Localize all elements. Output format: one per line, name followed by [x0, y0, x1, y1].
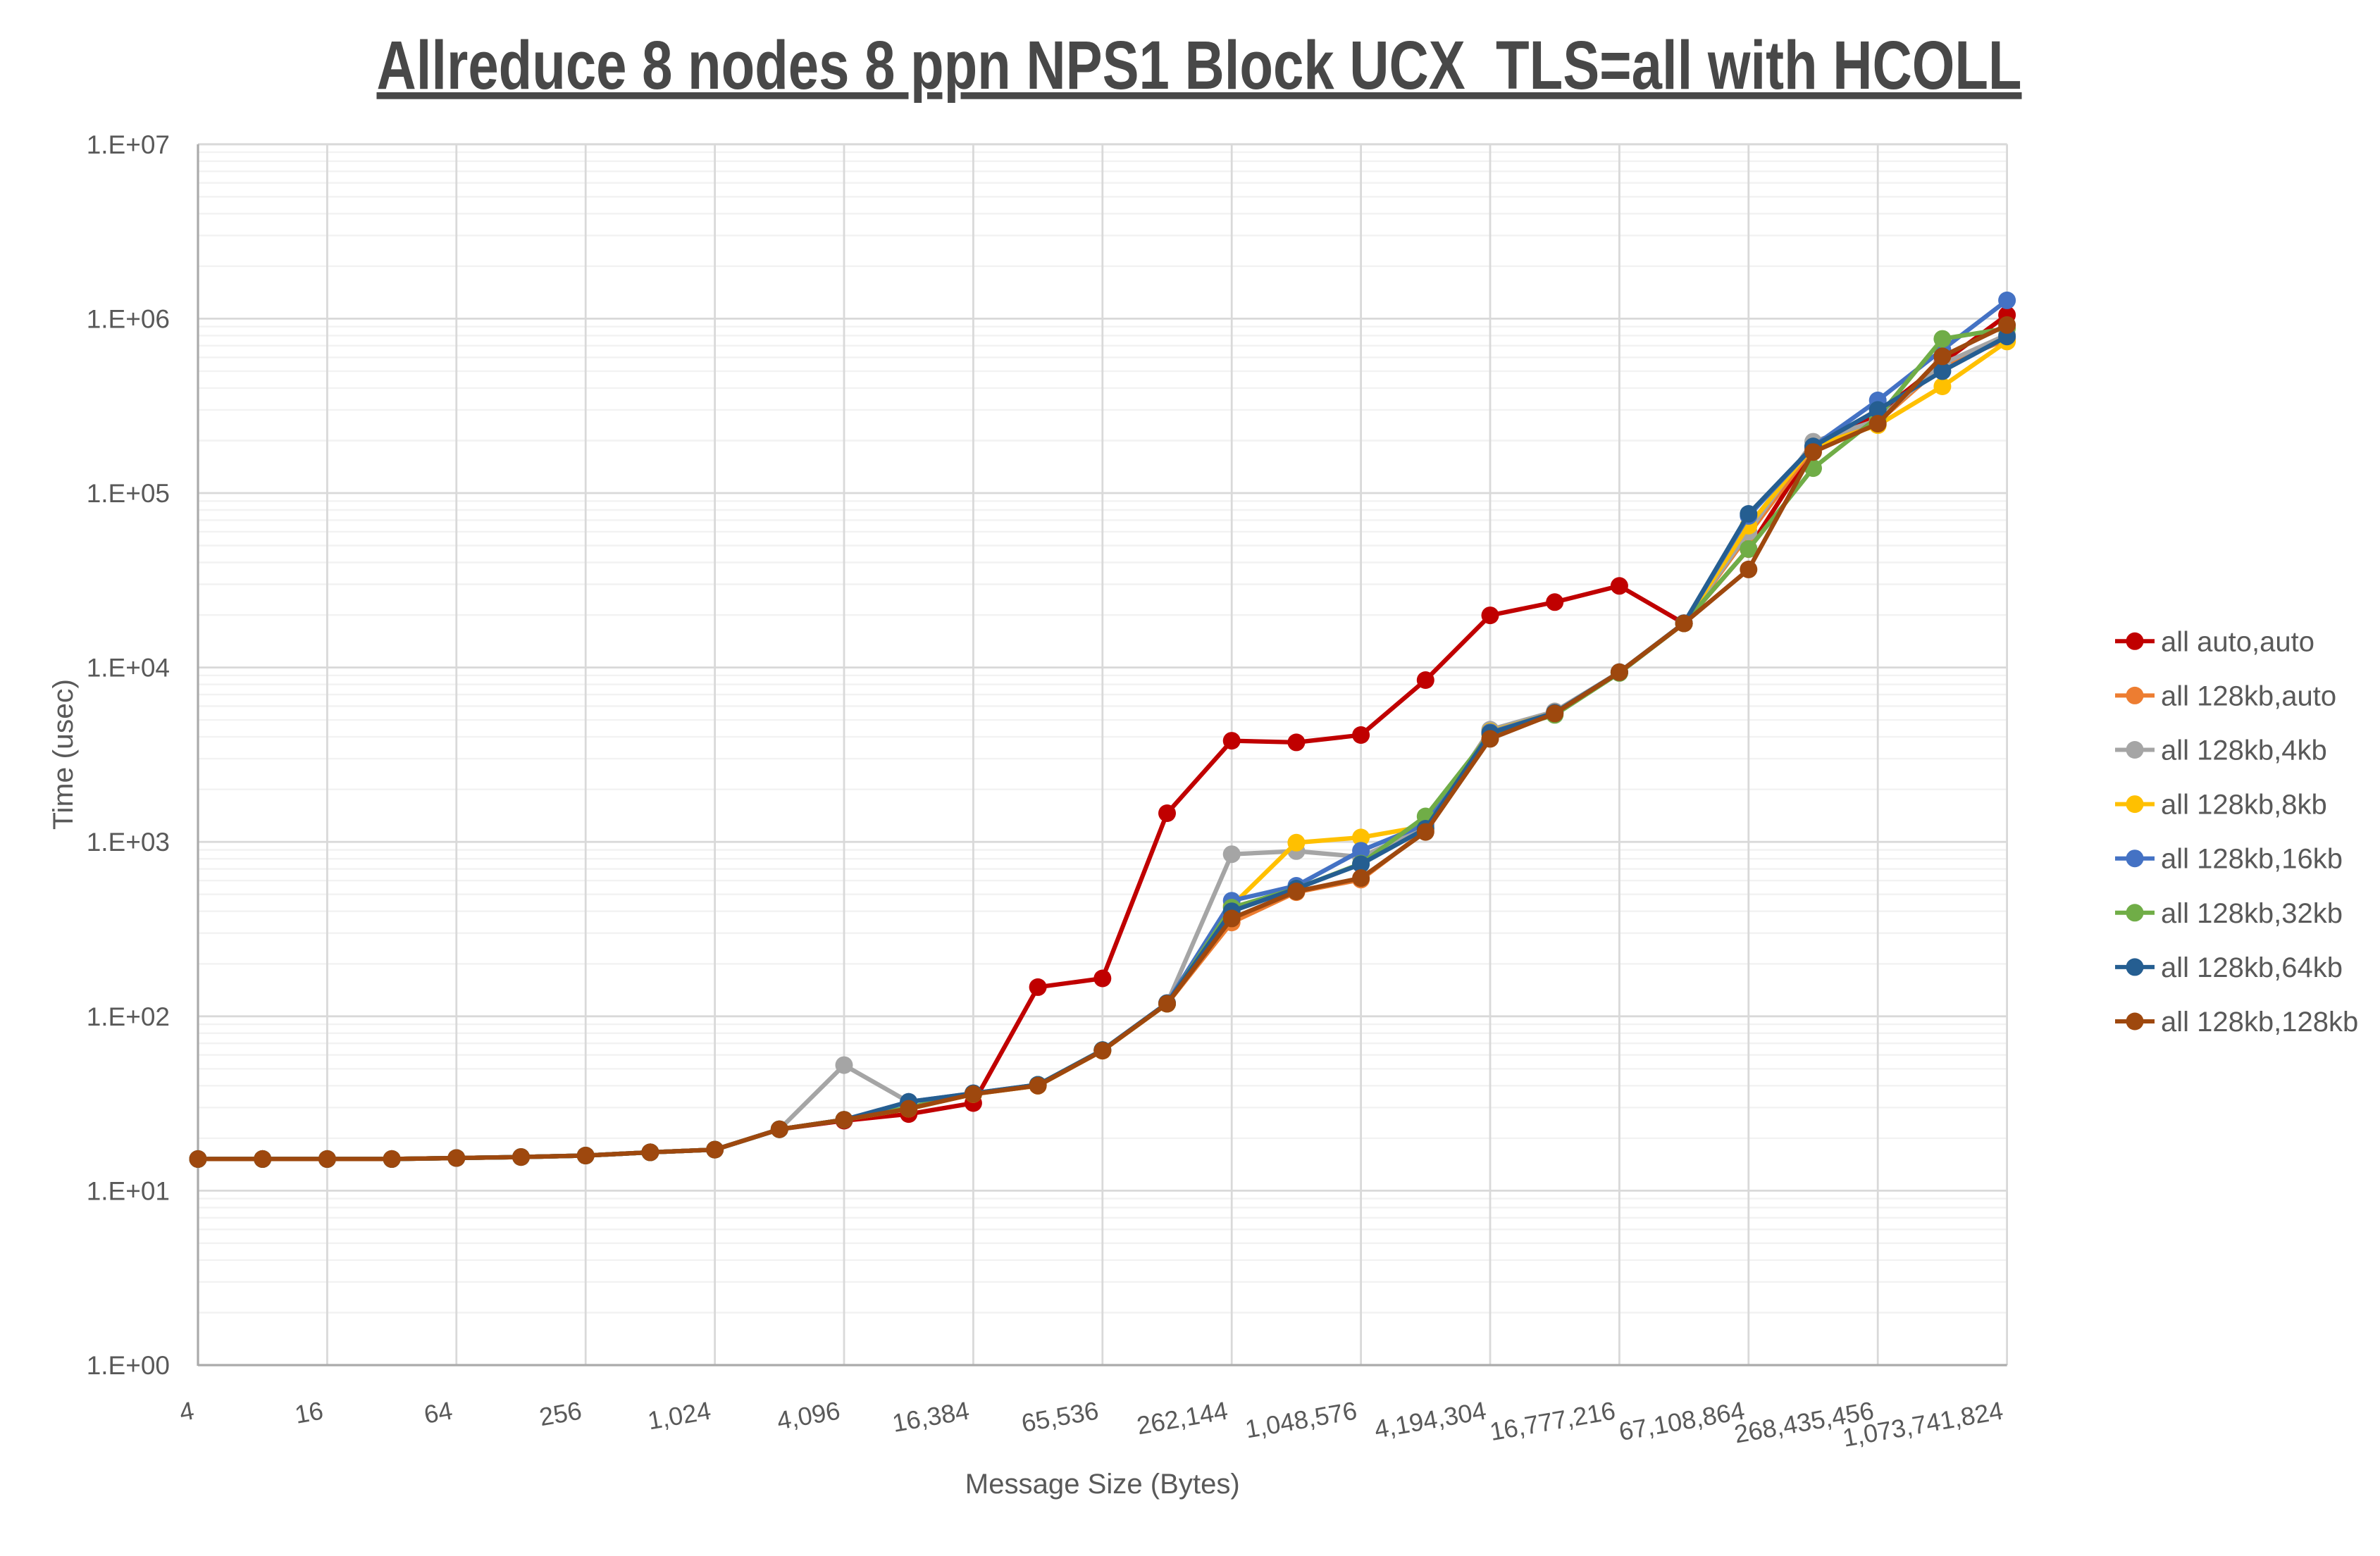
svg-text:64: 64 [422, 1396, 455, 1429]
svg-text:262,144: 262,144 [1134, 1396, 1229, 1440]
svg-text:65,536: 65,536 [1019, 1396, 1101, 1438]
svg-text:all 128kb,8kb: all 128kb,8kb [2161, 790, 2327, 821]
svg-text:Allreduce 8 nodes 8 ppn NPS1 B: Allreduce 8 nodes 8 ppn NPS1 Block UCX_T… [377, 27, 2022, 104]
svg-text:1.E+06: 1.E+06 [87, 304, 170, 333]
svg-text:Message Size (Bytes): Message Size (Bytes) [965, 1469, 1240, 1500]
svg-text:16,777,216: 16,777,216 [1487, 1396, 1618, 1447]
svg-text:16,384: 16,384 [890, 1396, 972, 1438]
svg-text:16: 16 [292, 1396, 326, 1429]
svg-text:1.E+07: 1.E+07 [87, 130, 170, 159]
svg-text:1,024: 1,024 [645, 1396, 713, 1436]
svg-text:4,096: 4,096 [775, 1396, 843, 1436]
svg-text:all 128kb,32kb: all 128kb,32kb [2161, 898, 2343, 929]
svg-text:1.E+02: 1.E+02 [87, 1002, 170, 1031]
svg-text:1.E+05: 1.E+05 [87, 479, 170, 508]
svg-text:all 128kb,64kb: all 128kb,64kb [2161, 952, 2343, 983]
svg-text:4: 4 [178, 1396, 197, 1427]
svg-text:67,108,864: 67,108,864 [1617, 1396, 1747, 1447]
svg-text:all 128kb,4kb: all 128kb,4kb [2161, 735, 2327, 766]
svg-text:all 128kb,16kb: all 128kb,16kb [2161, 844, 2343, 875]
svg-text:1.E+04: 1.E+04 [87, 654, 170, 683]
svg-text:1.E+03: 1.E+03 [87, 828, 170, 857]
svg-text:256: 256 [537, 1396, 583, 1432]
svg-text:1,048,576: 1,048,576 [1243, 1396, 1359, 1444]
svg-text:all 128kb,auto: all 128kb,auto [2161, 680, 2336, 711]
svg-text:1.E+01: 1.E+01 [87, 1176, 170, 1205]
svg-text:1.E+00: 1.E+00 [87, 1351, 170, 1380]
svg-text:4,194,304: 4,194,304 [1372, 1396, 1489, 1444]
svg-text:all 128kb,128kb: all 128kb,128kb [2161, 1007, 2358, 1038]
svg-text:all auto,auto: all auto,auto [2161, 626, 2314, 657]
svg-text:Time (usec): Time (usec) [48, 679, 79, 830]
